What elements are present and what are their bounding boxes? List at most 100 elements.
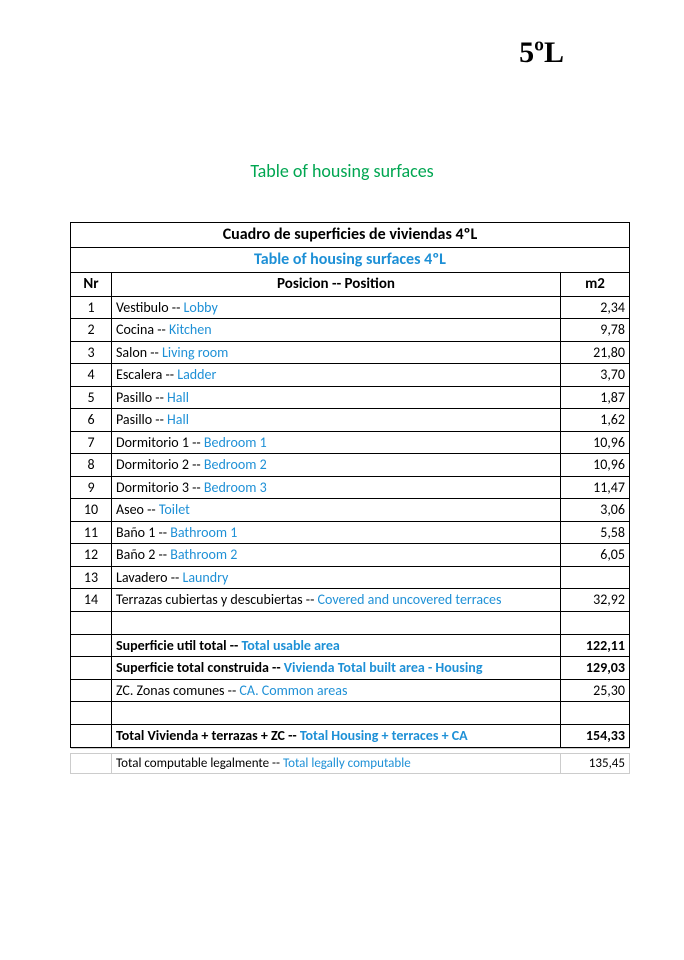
- cell-m2: 122,11: [561, 634, 630, 657]
- position-es: Baño 1: [116, 524, 155, 541]
- table-title-row-es: Cuadro de superficies de viviendas 4ºL: [71, 223, 630, 248]
- separator: --: [162, 366, 177, 383]
- separator: --: [269, 659, 284, 676]
- grand-total-en: Total Housing + terraces + CA: [300, 727, 468, 744]
- position-en: Lobby: [184, 299, 218, 316]
- separator: --: [189, 434, 204, 451]
- total-row: ZC. Zonas comunes -- CA. Common areas25,…: [71, 679, 630, 702]
- position-es: Salon: [116, 344, 147, 361]
- cell-m2: 6,05: [561, 544, 630, 567]
- position-es: Cocina: [116, 321, 154, 338]
- position-es: Terrazas cubiertas y descubiertas: [116, 591, 303, 608]
- separator: --: [225, 682, 240, 699]
- cell-nr: 9: [71, 476, 112, 499]
- cell-nr: 7: [71, 431, 112, 454]
- table-row: 7Dormitorio 1 -- Bedroom 110,96: [71, 431, 630, 454]
- cell-m2: 129,03: [561, 657, 630, 680]
- table-title-row-en: Table of housing surfaces 4ºL: [71, 248, 630, 273]
- cell-m2: 10,96: [561, 454, 630, 477]
- cell-nr: [71, 634, 112, 657]
- cell-m2: 1,87: [561, 386, 630, 409]
- position-en: Hall: [167, 389, 189, 406]
- cell-position: ZC. Zonas comunes -- CA. Common areas: [112, 679, 561, 702]
- cell-nr: 10: [71, 499, 112, 522]
- separator: --: [154, 321, 169, 338]
- legal-m2: 135,45: [561, 753, 630, 773]
- cell-nr: 12: [71, 544, 112, 567]
- surfaces-table: Cuadro de superficies de viviendas 4ºL T…: [70, 222, 630, 748]
- separator: --: [168, 569, 183, 586]
- legal-en: Total legally computable: [283, 756, 411, 771]
- cell-position: Pasillo -- Hall: [112, 386, 561, 409]
- cell-position: Superficie util total -- Total usable ar…: [112, 634, 561, 657]
- cell-m2: 10,96: [561, 431, 630, 454]
- position-en: Bathroom 2: [170, 546, 237, 563]
- table-row: 11Baño 1 -- Bathroom 15,58: [71, 521, 630, 544]
- legal-table: Total computable legalmente -- Total leg…: [70, 748, 630, 774]
- cell-nr: 2: [71, 319, 112, 342]
- cell-position: Baño 2 -- Bathroom 2: [112, 544, 561, 567]
- grand-total-row: Total Vivienda + terrazas + ZC -- Total …: [71, 725, 630, 748]
- cell-m2: 9,78: [561, 319, 630, 342]
- position-en: Hall: [167, 411, 189, 428]
- cell-nr: 8: [71, 454, 112, 477]
- cell-position: Baño 1 -- Bathroom 1: [112, 521, 561, 544]
- separator: --: [169, 299, 184, 316]
- table-row: 2Cocina -- Kitchen9,78: [71, 319, 630, 342]
- table-row: 10Aseo -- Toilet3,06: [71, 499, 630, 522]
- cell-position: Terrazas cubiertas y descubiertas -- Cov…: [112, 589, 561, 612]
- position-es: Dormitorio 3: [116, 479, 189, 496]
- cell-nr: 5: [71, 386, 112, 409]
- cell-position: Dormitorio 2 -- Bedroom 2: [112, 454, 561, 477]
- position-en: Bedroom 2: [204, 456, 267, 473]
- position-en: Ladder: [177, 366, 216, 383]
- cell-m2: 1,62: [561, 409, 630, 432]
- legal-es: Total computable legalmente: [116, 756, 269, 771]
- table-row: 1Vestibulo -- Lobby2,34: [71, 296, 630, 319]
- table-title-en: Table of housing surfaces 4ºL: [71, 248, 630, 273]
- separator: --: [144, 501, 159, 518]
- table-header-row: Nr Posicion -- Position m2: [71, 273, 630, 297]
- cell-position: Vestibulo -- Lobby: [112, 296, 561, 319]
- cell-position: Cocina -- Kitchen: [112, 319, 561, 342]
- total-es: Superficie total construida: [116, 659, 269, 676]
- total-row: Superficie util total -- Total usable ar…: [71, 634, 630, 657]
- legal-row: Total computable legalmente -- Total leg…: [71, 753, 630, 773]
- cell-nr: 14: [71, 589, 112, 612]
- total-en: CA. Common areas: [239, 682, 347, 699]
- cell-nr: 4: [71, 364, 112, 387]
- cell-m2: 25,30: [561, 679, 630, 702]
- cell-position: Dormitorio 1 -- Bedroom 1: [112, 431, 561, 454]
- position-es: Aseo: [116, 501, 144, 518]
- cell-position: Superficie total construida -- Vivienda …: [112, 657, 561, 680]
- position-en: Bedroom 3: [204, 479, 267, 496]
- cell-position: Salon -- Living room: [112, 341, 561, 364]
- separator: --: [152, 389, 167, 406]
- position-es: Vestibulo: [116, 299, 169, 316]
- cell-m2: 3,06: [561, 499, 630, 522]
- position-es: Dormitorio 1: [116, 434, 189, 451]
- separator: --: [303, 591, 318, 608]
- cell-m2: [561, 566, 630, 589]
- table-row: 13Lavadero -- Laundry: [71, 566, 630, 589]
- position-en: Kitchen: [169, 321, 212, 338]
- cell-m2: 21,80: [561, 341, 630, 364]
- cell-position: Lavadero -- Laundry: [112, 566, 561, 589]
- position-es: Lavadero: [116, 569, 168, 586]
- spacer-row: [71, 702, 630, 725]
- cell-position: Aseo -- Toilet: [112, 499, 561, 522]
- cell-m2: 32,92: [561, 589, 630, 612]
- separator: --: [189, 479, 204, 496]
- total-es: Superficie util total: [116, 637, 227, 654]
- cell-m2: 5,58: [561, 521, 630, 544]
- page: 5ºL Table of housing surfaces Cuadro de …: [0, 0, 684, 960]
- position-es: Pasillo: [116, 389, 152, 406]
- cell-nr: 13: [71, 566, 112, 589]
- cell-nr: [71, 679, 112, 702]
- header-position: Posicion -- Position: [112, 273, 561, 297]
- position-en: Bathroom 1: [170, 524, 237, 541]
- separator: --: [269, 756, 283, 771]
- position-es: Dormitorio 2: [116, 456, 189, 473]
- spacer-row: [71, 611, 630, 634]
- position-en: Laundry: [182, 569, 228, 586]
